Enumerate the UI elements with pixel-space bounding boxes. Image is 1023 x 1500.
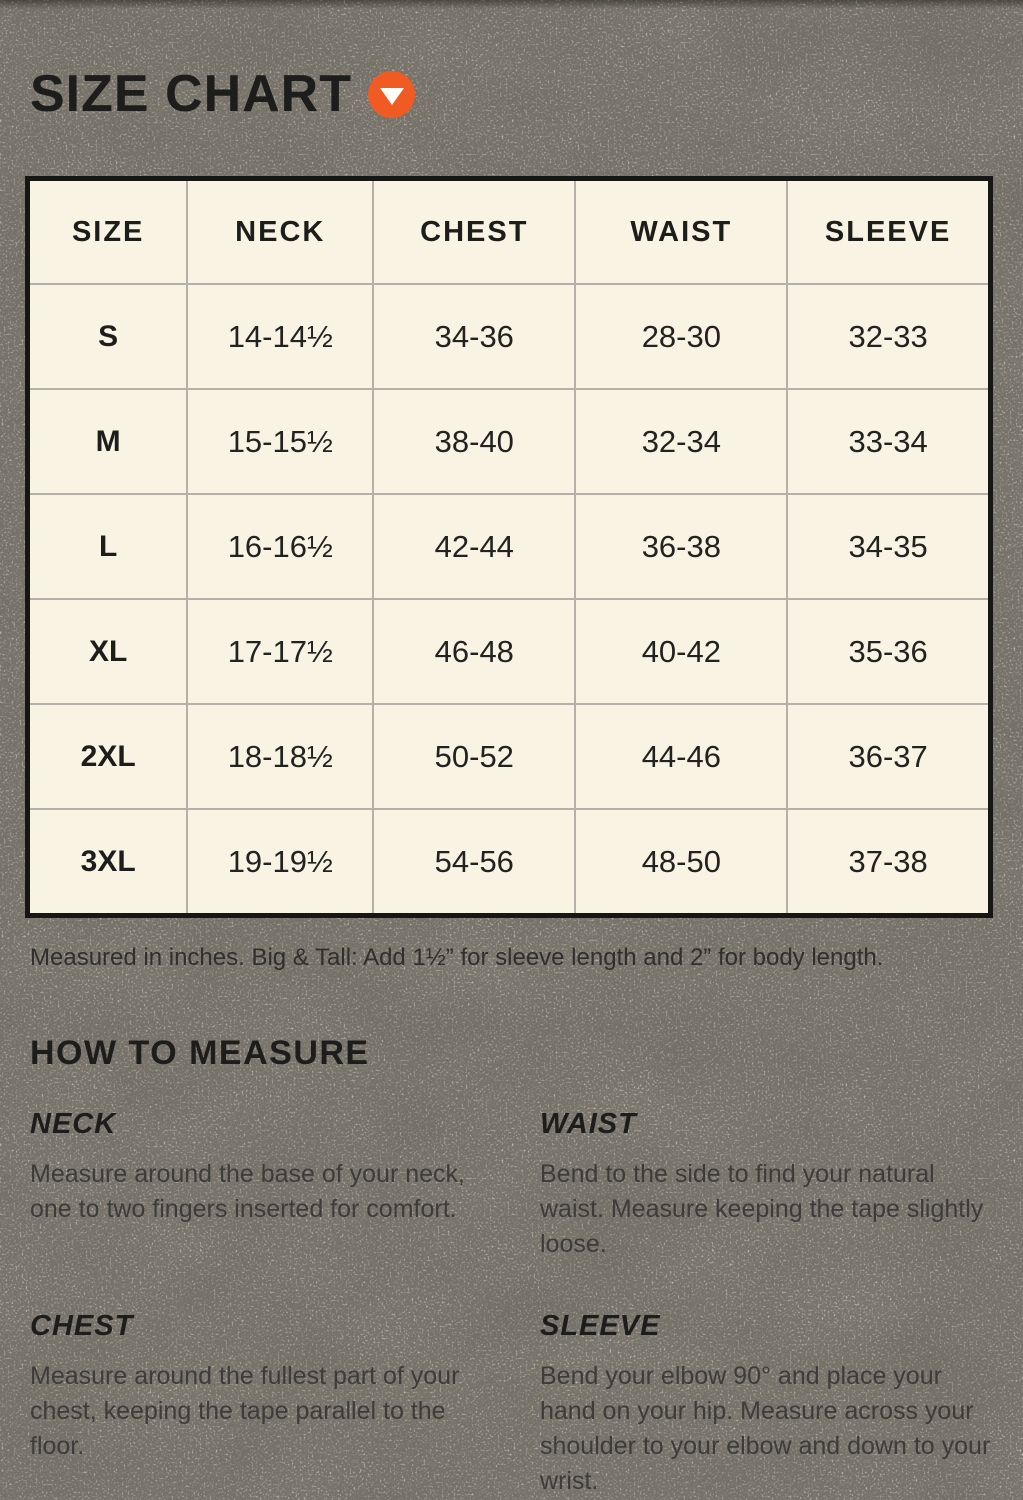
measure-section-chest: CHEST Measure around the fullest part of… xyxy=(30,1312,496,1499)
chest-cell: 50-52 xyxy=(372,703,577,810)
sleeve-cell: 37-38 xyxy=(786,808,992,917)
chevron-triangle-glyph xyxy=(379,87,404,105)
neck-cell: 16-16½ xyxy=(186,493,375,600)
sleeve-section-title: SLEEVE xyxy=(540,1310,661,1342)
sleeve-cell: 33-34 xyxy=(786,388,992,495)
waist-section-title: WAIST xyxy=(540,1108,637,1140)
table-row-m: M 15-15½ 38-40 32-34 33-34 xyxy=(26,388,992,495)
waist-section-text: Bend to the side to find your natural wa… xyxy=(540,1160,984,1258)
table-row-xl: XL 17-17½ 46-48 40-42 35-36 xyxy=(26,598,992,705)
chest-cell: 54-56 xyxy=(372,808,577,917)
neck-cell: 17-17½ xyxy=(186,598,375,705)
page-title: SIZE CHART xyxy=(30,65,352,123)
sleeve-cell: 36-37 xyxy=(786,703,992,810)
sleeve-cell: 35-36 xyxy=(786,598,992,705)
measurement-note: Measured in inches. Big & Tall: Add 1½” … xyxy=(30,944,884,971)
size-table-head: SIZE NECK CHEST WAIST SLEEVE xyxy=(26,177,992,285)
column-header-chest: CHEST xyxy=(372,177,577,285)
column-header-size: SIZE xyxy=(26,177,189,285)
table-row-3xl: 3XL 19-19½ 54-56 48-50 37-38 xyxy=(26,808,992,917)
sleeve-section-text: Bend your elbow 90° and place your hand … xyxy=(540,1362,991,1495)
waist-cell: 44-46 xyxy=(574,703,789,810)
chest-cell: 46-48 xyxy=(372,598,577,705)
measure-sections: NECK Measure around the base of your nec… xyxy=(30,1110,993,1499)
chest-section-title: CHEST xyxy=(30,1310,134,1342)
size-cell: 2XL xyxy=(26,703,189,810)
how-to-measure-heading: HOW TO MEASURE xyxy=(30,1034,370,1072)
measure-section-sleeve: SLEEVE Bend your elbow 90° and place you… xyxy=(540,1312,993,1499)
size-table: SIZE NECK CHEST WAIST SLEEVE S 14-14½ 34… xyxy=(25,176,993,918)
chest-cell: 34-36 xyxy=(372,283,577,390)
neck-cell: 15-15½ xyxy=(186,388,375,495)
size-chart-header: SIZE CHART xyxy=(30,68,993,120)
neck-cell: 18-18½ xyxy=(186,703,375,810)
size-cell: XL xyxy=(26,598,189,705)
neck-section-text: Measure around the base of your neck, on… xyxy=(30,1160,465,1223)
sleeve-cell: 34-35 xyxy=(786,493,992,600)
sleeve-cell: 32-33 xyxy=(786,283,992,390)
table-row-s: S 14-14½ 34-36 28-30 32-33 xyxy=(26,283,992,390)
waist-cell: 32-34 xyxy=(574,388,789,495)
chevron-down-icon[interactable] xyxy=(368,70,415,118)
column-header-waist: WAIST xyxy=(574,177,789,285)
size-cell: M xyxy=(26,388,189,495)
size-cell: L xyxy=(26,493,189,600)
chest-cell: 38-40 xyxy=(372,388,577,495)
measure-section-waist: WAIST Bend to the side to find your natu… xyxy=(540,1110,993,1262)
size-cell: 3XL xyxy=(26,808,189,917)
table-row-2xl: 2XL 18-18½ 50-52 44-46 36-37 xyxy=(26,703,992,810)
header-row: SIZE NECK CHEST WAIST SLEEVE xyxy=(26,177,992,285)
size-table-body: S 14-14½ 34-36 28-30 32-33 M 15-15½ 38-4… xyxy=(26,283,992,917)
waist-cell: 48-50 xyxy=(574,808,789,917)
waist-cell: 28-30 xyxy=(574,283,789,390)
waist-cell: 36-38 xyxy=(574,493,789,600)
measure-section-neck: NECK Measure around the base of your nec… xyxy=(30,1110,496,1262)
column-header-sleeve: SLEEVE xyxy=(786,177,992,285)
size-cell: S xyxy=(26,283,189,390)
chest-section-text: Measure around the fullest part of your … xyxy=(30,1362,460,1460)
waist-cell: 40-42 xyxy=(574,598,789,705)
neck-cell: 14-14½ xyxy=(186,283,375,390)
neck-cell: 19-19½ xyxy=(186,808,375,917)
chest-cell: 42-44 xyxy=(372,493,577,600)
column-header-neck: NECK xyxy=(186,177,375,285)
table-row-l: L 16-16½ 42-44 36-38 34-35 xyxy=(26,493,992,600)
neck-section-title: NECK xyxy=(30,1108,117,1140)
